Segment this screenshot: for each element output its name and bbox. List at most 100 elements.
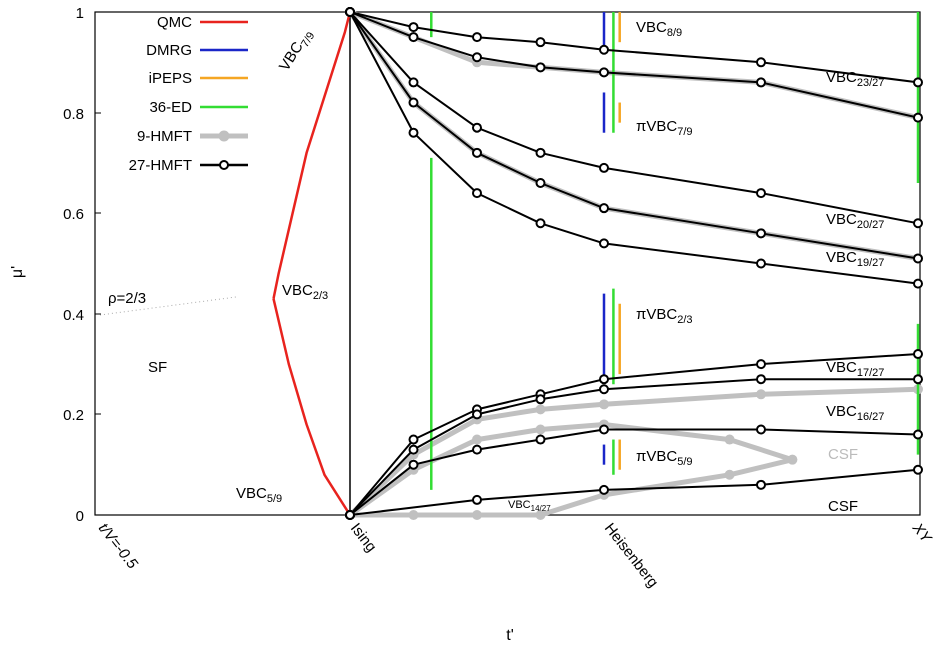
series-27-hmft-point [756,77,766,88]
series-27-hmft-point [756,424,766,435]
y-tick-label: 0 [76,508,84,525]
legend-entry-qmc: QMC [157,14,248,31]
series-9-hmft-point [535,424,546,435]
legend-label: 27-HMFT [129,157,192,174]
series-27-hmft-point [599,162,609,173]
y-tick-label: 0.6 [63,206,84,223]
phase-label-vbc-16-27: VBC16/27 [826,403,884,423]
phase-label-pivbc-2-3: πVBC2/3 [636,306,693,326]
x-axis-title: t' [506,627,514,644]
phase-labels: SF ρ=2/3 VBC7/9 VBC2/3 VBC5/9 VBC8/9 VBC… [108,19,884,515]
rho-guide-line [99,296,237,316]
series-27-hmft-point [408,97,419,108]
y-tick-label: 0.4 [63,307,84,324]
series-27-hmft-point [535,147,546,158]
series-27-hmft-point [756,57,766,68]
legend-marker [218,130,230,142]
series-27-hmft-point [408,127,419,138]
series-27-hmft-point [345,7,355,17]
series-9-hmft-point [724,469,735,480]
series-27-hmft-point [913,464,923,475]
series-27-hmft-point [756,359,766,370]
series-27-hmft-point [599,44,609,55]
phase-label-vbc-14-27: VBC14/27 [508,499,551,513]
series-27-hmft-point [472,494,482,505]
legend-label: 36-ED [149,99,192,116]
series-27-hmft-point [756,479,766,490]
series-27-hmft-point [913,349,923,360]
series-27-hmft-point [599,67,609,78]
series-27-hmft-point [535,37,546,48]
series-9-hmft-point [599,399,609,410]
series-27-hmft-point [408,434,419,445]
series-27-hmft-point [913,112,923,123]
legend-entry-27-hmft: 27-HMFT [129,157,248,174]
series-27-hmft-point [472,122,482,133]
phase-label-rho: ρ=2/3 [108,290,146,307]
legend-entry-dmrg: DMRG [146,42,248,59]
legend-entry-9-hmft: 9-HMFT [137,128,248,145]
legend-label: QMC [157,14,192,31]
series-27-hmft-point [756,258,766,269]
y-axis-title: μ' [9,266,26,278]
series-27-hmft-point [472,32,482,43]
series-9-hmft-point [535,510,546,520]
series-27-hmft-point [535,434,546,445]
phase-label-csf-gray: CSF [828,446,858,463]
legend-entry-36-ed: 36-ED [149,99,248,116]
series-27-hmft-point [472,147,482,158]
series-27-hmft-point [756,374,766,385]
series-27-hmft-point [599,374,609,385]
y-tick-label: 0.2 [63,407,84,424]
phase-label-pivbc-5-9: πVBC5/9 [636,448,693,468]
phase-label-pivbc-7-9: πVBC7/9 [636,118,693,138]
series-27-hmft-point [472,444,482,455]
series-27-hmft-point [913,253,923,264]
legend-label: 9-HMFT [137,128,192,145]
legend: QMC DMRG iPEPS 36-ED 9-HMFT 27-HMFT [129,14,248,174]
series-layer [272,7,923,520]
series-9-hmft-point [472,434,482,445]
series-9-hmft-point [472,510,482,520]
phase-label-vbc-2-3: VBC2/3 [282,282,328,302]
phase-label-vbc-5-9: VBC5/9 [236,485,282,505]
series-27-hmft-point [913,278,923,289]
series-27-hmft-point [535,62,546,73]
phase-label-vbc-19-27: VBC19/27 [826,249,884,269]
series-27-hmft-point [756,188,766,199]
phase-label-vbc-8-9: VBC8/9 [636,19,682,39]
series-9-hmft-point [787,454,798,465]
series-9-hmft-point [535,404,546,415]
series-27-hmft-point [913,218,923,229]
series-27-hmft-point [535,394,546,405]
legend-label: iPEPS [149,70,192,87]
series-27-hmft-point [345,510,355,520]
series-27-hmft-point [472,52,482,63]
y-axis: 0 0.2 0.4 0.6 0.8 1 μ' [9,5,101,525]
series-27-hmft-point [599,484,609,495]
y-tick-label: 1 [76,5,84,22]
series-27-hmft-point [408,459,419,470]
series-27-hmft-point [408,77,419,88]
phase-label-sf: SF [148,359,167,376]
series-27-hmft-point [408,22,419,33]
series-27-hmft-point [535,178,546,189]
series-27-hmft-point [599,238,609,249]
series-27-hmft-point [599,203,609,214]
series-9-hmft-point [724,434,735,445]
legend-label: DMRG [146,42,192,59]
phase-label-vbc-20-27: VBC20/27 [826,211,884,231]
series-qmc-line [272,298,352,516]
series-27-hmft-point [913,429,923,440]
series-9-hmft-point [408,510,419,520]
series-27-hmft-point [913,374,923,385]
series-9-hmft-point [756,389,766,400]
phase-label-csf: CSF [828,498,858,515]
y-tick-label: 0.8 [63,106,84,123]
series-27-hmft-point [472,409,482,420]
series-qmc-line [272,11,352,299]
series-27-hmft-point [756,228,766,239]
series-27-hmft-point [408,444,419,455]
series-27-hmft-point [535,218,546,229]
